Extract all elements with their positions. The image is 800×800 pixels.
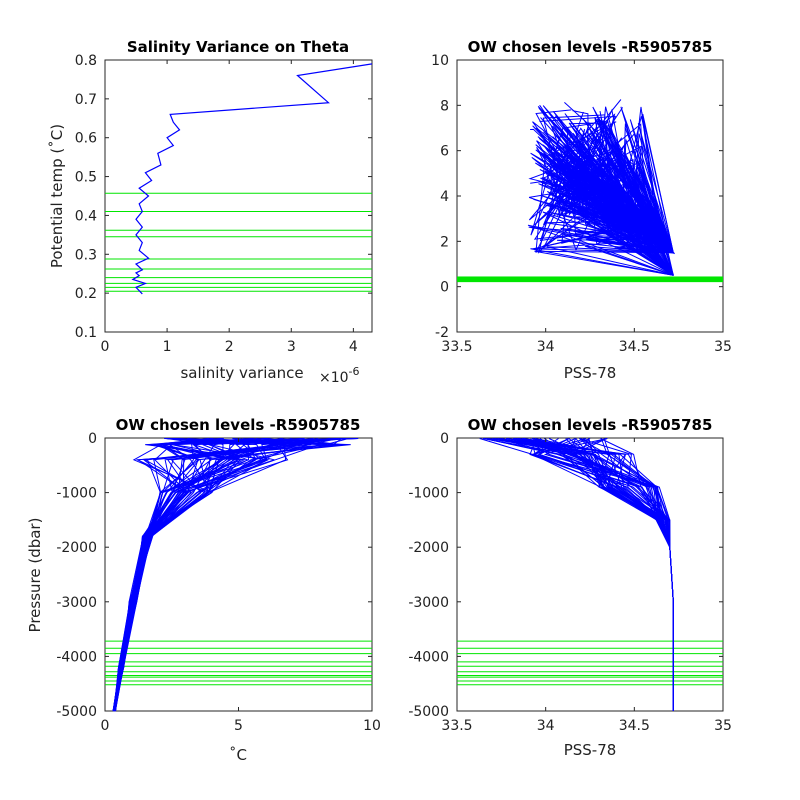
- profile-line: [114, 438, 331, 712]
- y-tick-label: -3000: [56, 595, 97, 611]
- y-tick-label: -2: [435, 325, 449, 341]
- y-tick-label: 0.7: [75, 92, 97, 108]
- panel-3: 0 5 10 -5000 -4000 -3000 -2000 -1000 0 OW chosen…: [26, 416, 381, 764]
- x-tick-label: 2: [225, 339, 234, 355]
- y-tick-label: -2000: [408, 540, 449, 556]
- x-tick-label: 4: [349, 339, 358, 355]
- panel-3-xlabel: ˚C: [229, 746, 247, 764]
- profile-line: [494, 438, 674, 711]
- x-tick-label: 33.5: [441, 339, 472, 355]
- y-tick-label: 4: [440, 189, 449, 205]
- panel-4: 33.5 34 34.5 35 -5000 -4000 -3000 -2000 -1000 0 O…: [408, 416, 732, 759]
- panel-2-ticks: 33.5 34 34.5 35 -2 0 2 4 6 8 10: [431, 53, 732, 355]
- y-tick-label: 0.8: [75, 53, 97, 69]
- panel-1-x-exponent-power: -6: [349, 365, 360, 378]
- variance-line: [131, 63, 373, 295]
- x-tick-label: 10: [363, 718, 381, 734]
- y-tick-label: 0: [440, 280, 449, 296]
- panel-1-ylabel: Potential temp (˚C): [48, 124, 66, 268]
- y-tick-label: -4000: [56, 649, 97, 665]
- y-tick-label: 8: [440, 98, 449, 114]
- x-tick-label: 1: [163, 339, 172, 355]
- y-tick-label: -5000: [408, 704, 449, 720]
- panel-3-title: OW chosen levels -R5905785: [116, 416, 361, 434]
- panel-2-title: OW chosen levels -R5905785: [468, 38, 713, 56]
- y-tick-label: -5000: [56, 704, 97, 720]
- profile-line: [114, 438, 328, 712]
- y-tick-label: 0.6: [75, 131, 97, 147]
- panel-4-frame: [456, 437, 724, 712]
- profile-line: [112, 438, 246, 712]
- y-tick-label: 0: [88, 431, 97, 447]
- x-tick-label: 0: [101, 339, 110, 355]
- y-tick-label: -3000: [408, 595, 449, 611]
- profile-line: [539, 119, 675, 276]
- profile-line: [567, 127, 674, 276]
- x-tick-label: 0: [101, 718, 110, 734]
- profile-line: [537, 106, 675, 276]
- x-tick-label: 35: [714, 718, 732, 734]
- profile-line: [113, 438, 314, 712]
- panel-1-title: Salinity Variance on Theta: [127, 38, 349, 56]
- panel-3-marks: [105, 438, 372, 712]
- panel-2-marks: [457, 99, 723, 283]
- panel-3-frame: [104, 437, 373, 712]
- x-tick-label: 35: [714, 339, 732, 355]
- y-tick-label: -2000: [56, 540, 97, 556]
- x-tick-label: 34.5: [619, 339, 650, 355]
- panel-1-x-exponent: ×10-6: [319, 365, 360, 386]
- level-band: [457, 276, 723, 283]
- y-tick-label: 0.4: [75, 208, 97, 224]
- panel-3-ylabel: Pressure (dbar): [26, 518, 44, 633]
- y-tick-label: -4000: [408, 649, 449, 665]
- x-tick-label: 34.5: [619, 718, 650, 734]
- profile-line: [556, 158, 674, 276]
- panel-4-marks: [457, 438, 723, 711]
- panel-1-x-exponent-base: ×10: [319, 370, 349, 386]
- x-tick-label: 3: [287, 339, 296, 355]
- profile-line: [530, 125, 674, 276]
- panel-1-ticks: 0 1 2 3 4 0.1 0.2 0.3 0.4 0.5 0.6 0.7 0.8: [75, 53, 372, 355]
- y-tick-label: 0.1: [75, 325, 97, 341]
- profile-line: [113, 438, 243, 712]
- y-tick-label: 10: [431, 53, 449, 69]
- profile-line: [540, 117, 674, 276]
- panel-3-ticks: 0 5 10 -5000 -4000 -3000 -2000 -1000 0: [56, 431, 381, 734]
- panel-1-frame: [104, 59, 373, 333]
- profile-line: [546, 128, 674, 276]
- x-tick-label: 34: [537, 339, 555, 355]
- x-tick-label: 33.5: [441, 718, 472, 734]
- panel-1: 0 1 2 3 4 0.1 0.2 0.3 0.4 0.5 0.6 0.7 0.8 Salinity V…: [48, 38, 373, 386]
- x-tick-label: 34: [537, 718, 555, 734]
- y-tick-label: 6: [440, 144, 449, 160]
- y-tick-label: 2: [440, 234, 449, 250]
- y-tick-label: -1000: [408, 486, 449, 502]
- profile-line: [542, 114, 674, 276]
- profile-line: [114, 438, 280, 712]
- panel-1-marks: [105, 63, 373, 295]
- x-tick-label: 5: [234, 718, 243, 734]
- y-tick-label: -1000: [56, 486, 97, 502]
- panel-2-frame: [456, 59, 724, 333]
- panel-4-ticks: 33.5 34 34.5 35 -5000 -4000 -3000 -2000 -1000 0: [408, 431, 732, 734]
- y-tick-label: 0.5: [75, 170, 97, 186]
- panel-4-title: OW chosen levels -R5905785: [468, 416, 713, 434]
- y-tick-label: 0.2: [75, 286, 97, 302]
- panel-2-xlabel: PSS-78: [564, 364, 617, 382]
- panel-4-xlabel: PSS-78: [564, 741, 617, 759]
- y-tick-label: 0.3: [75, 247, 97, 263]
- y-tick-label: 0: [440, 431, 449, 447]
- panel-1-xlabel: salinity variance: [180, 364, 303, 382]
- panel-2: 33.5 34 34.5 35 -2 0 2 4 6 8 10 OW chosen levels -…: [431, 38, 732, 382]
- profile-line: [532, 111, 674, 276]
